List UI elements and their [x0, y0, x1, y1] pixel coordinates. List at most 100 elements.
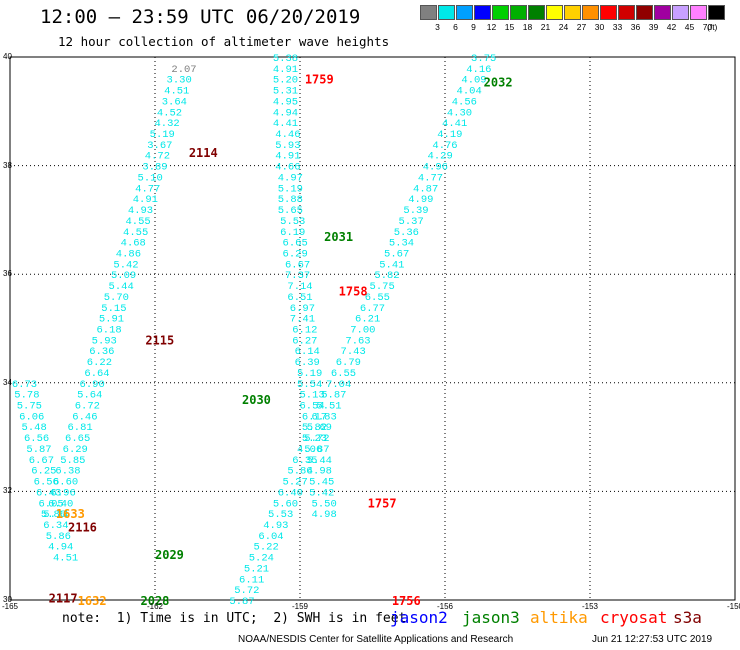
swh-value-point: 3.89: [142, 162, 167, 174]
swh-value-point: 6.67: [29, 455, 54, 467]
swh-value-point: 7.63: [345, 335, 370, 347]
swh-value-point: 5.93: [92, 335, 117, 347]
swh-value-point: 2.07: [171, 64, 196, 76]
swh-value-point: 4.99: [408, 194, 433, 206]
legend-swatch: [420, 5, 437, 20]
swh-value-point: 6.56: [24, 433, 49, 445]
swh-value-point: 5.67: [384, 248, 409, 260]
time-label: 2114: [189, 146, 218, 160]
swh-value-point: 6.06: [19, 411, 44, 423]
y-tick-label: 30: [3, 595, 12, 604]
swh-value-point: 5.85: [60, 455, 85, 467]
legend-swatch: [690, 5, 707, 20]
swh-value-point: 6.36: [89, 346, 114, 358]
swh-value-point: 7.14: [287, 281, 312, 293]
swh-value-point: 5.51: [316, 401, 341, 413]
swh-value-point: 4.87: [413, 183, 438, 195]
swh-value-point: 4.04: [457, 86, 482, 98]
swh-value-point: 5.91: [99, 314, 124, 326]
y-tick-label: 38: [3, 160, 12, 170]
swh-value-point: 5.31: [273, 86, 298, 98]
swh-value-point: 5.88: [278, 194, 303, 206]
swh-value-point: 4.91: [275, 151, 300, 163]
swh-value-point: 3.30: [167, 75, 192, 87]
swh-value-point: 5.20: [273, 75, 298, 87]
swh-value-point: 5.19: [150, 129, 175, 141]
swh-value-point: 6.39: [295, 357, 320, 369]
swh-value-point: 4.52: [157, 107, 182, 119]
swh-value-point: 6.79: [336, 357, 361, 369]
swh-value-point: 4.76: [432, 140, 457, 152]
swh-value-point: 6.40: [48, 498, 73, 510]
swh-value-point: 6.83: [312, 411, 337, 423]
swh-value-point: 6.81: [67, 422, 92, 434]
swh-value-point: 3.75: [471, 53, 496, 65]
swh-value-point: 6.65: [283, 238, 308, 250]
swh-value-point: 5.23: [302, 433, 327, 445]
swh-value-point: 4.56: [452, 96, 477, 108]
swh-value-point: 5.75: [370, 281, 395, 293]
swh-value-point: 4.72: [145, 151, 170, 163]
swh-value-point: 4.77: [135, 183, 160, 195]
swh-value-point: 5.21: [244, 563, 269, 575]
time-label: 2028: [141, 594, 170, 608]
time-label: 1632: [78, 594, 107, 608]
swh-value-point: 5.15: [101, 303, 126, 315]
swh-value-point: 6.97: [290, 303, 315, 315]
legend-value-label: 30: [594, 22, 605, 32]
swh-value-point: 4.30: [447, 107, 472, 119]
time-label: 1759: [305, 73, 334, 87]
swh-value-point: 5.38: [273, 53, 298, 65]
swh-value-point: 4.41: [273, 118, 298, 130]
swh-value-point: 4.95: [273, 96, 298, 108]
swh-value-point: 5.19: [278, 183, 303, 195]
swh-value-point: 5.60: [273, 498, 298, 510]
swh-value-point: 5.87: [304, 444, 329, 456]
swh-value-point: 5.69: [307, 422, 332, 434]
swh-value-point: 4.98: [307, 466, 332, 478]
swh-value-point: 4.51: [164, 86, 189, 98]
swh-value-point: 6.55: [331, 368, 356, 380]
legend-value-label: 21: [540, 22, 551, 32]
swh-value-point: 5.87: [321, 390, 346, 402]
swh-value-point: 6.46: [72, 411, 97, 423]
legend-value-label: 9: [471, 22, 476, 32]
swh-value-point: 6.65: [65, 433, 90, 445]
swh-value-point: 5.93: [275, 140, 300, 152]
legend-swatch: [618, 5, 635, 20]
satellite-name-cryosat: cryosat: [600, 608, 668, 627]
legend-swatch: [600, 5, 617, 20]
swh-value-point: 4.55: [123, 227, 148, 239]
swh-value-point: 5.65: [278, 205, 303, 217]
swh-value-point: 5.53: [280, 216, 305, 228]
swh-value-point: 6.96: [51, 487, 76, 499]
legend-swatch: [474, 5, 491, 20]
swh-value-point: 6.60: [53, 477, 78, 489]
legend-swatch: [528, 5, 545, 20]
swh-value-point: 4.51: [53, 553, 78, 565]
swh-value-point: 4.93: [128, 205, 153, 217]
swh-value-point: 5.10: [138, 172, 163, 184]
swh-value-point: 5.39: [403, 205, 428, 217]
swh-value-point: 5.87: [26, 444, 51, 456]
swh-value-point: 6.40: [278, 487, 303, 499]
swh-value-point: 6.77: [360, 303, 385, 315]
swh-value-point: 5.44: [307, 455, 332, 467]
swh-value-point: 6.64: [84, 368, 109, 380]
swh-value-point: 6.22: [87, 357, 112, 369]
legend-value-label: 6: [453, 22, 458, 32]
plot-frame: [9, 56, 736, 601]
legend-value-label: 39: [648, 22, 659, 32]
swh-value-point: 4.16: [466, 64, 491, 76]
legend-swatch: [654, 5, 671, 20]
swh-value-point: 5.19: [297, 368, 322, 380]
swh-value-point: 5.86: [287, 466, 312, 478]
swh-value-point: 6.12: [292, 325, 317, 337]
time-label: 2029: [155, 548, 184, 562]
swh-value-point: 5.72: [304, 433, 329, 445]
legend-swatch: [636, 5, 653, 20]
swh-value-point: 4.91: [273, 64, 298, 76]
x-tick-label: -156: [436, 602, 454, 611]
swh-value-point: 6.05: [38, 498, 63, 510]
